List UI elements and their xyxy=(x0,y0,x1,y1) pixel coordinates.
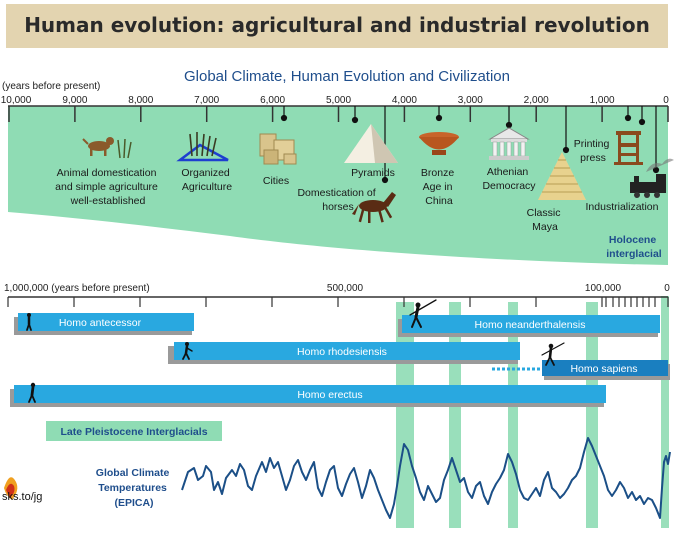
top-tick-label: 6,000 xyxy=(260,95,285,106)
top-tick-label: 3,000 xyxy=(458,95,483,106)
top-axis-label: (years before present) xyxy=(2,81,100,92)
locomotive-icon xyxy=(630,158,674,198)
event-leaders xyxy=(280,106,660,184)
species-sapiens: Homo sapiens xyxy=(570,363,637,375)
event-label-animal: Animal domestication and simple agricult… xyxy=(55,167,161,207)
top-tick-label: 2,000 xyxy=(524,95,549,106)
event-label-cities: Cities xyxy=(263,175,289,187)
interglacials-box xyxy=(46,421,222,441)
species-erectus: Homo erectus xyxy=(297,389,362,401)
event-label-organized-agriculture: Organized Agriculture xyxy=(181,167,232,193)
top-tick-label: 9,000 xyxy=(62,95,87,106)
maya-pyramid-icon xyxy=(538,152,586,200)
event-label-bronze-age: Bronze Age in China xyxy=(421,167,457,207)
holocene-label: Holocene interglacial xyxy=(606,234,662,260)
species-bars: Homo antecessor Homo neanderthalensis Ho… xyxy=(10,313,670,407)
event-label-pyramids: Pyramids xyxy=(351,167,395,179)
event-labels: Animal domestication and simple agricult… xyxy=(55,138,658,233)
pyramid-icon xyxy=(344,124,398,163)
top-tick-label: 1,000 xyxy=(590,95,615,106)
bottom-axis-ticks xyxy=(7,297,669,307)
species-neanderthalensis: Homo neanderthalensis xyxy=(475,319,586,331)
temple-icon xyxy=(488,127,530,160)
event-label-maya: Classic Maya xyxy=(527,207,564,233)
species-rhodesiensis: Homo rhodesiensis xyxy=(297,346,387,358)
bronze-bowl-icon xyxy=(419,132,459,155)
top-tick-label: 8,000 xyxy=(128,95,153,106)
dog-icon xyxy=(82,137,114,156)
logo-text: sks.to/jg xyxy=(2,491,42,503)
bottom-tick-500k: 500,000 xyxy=(327,283,364,294)
top-tick-label: 5,000 xyxy=(326,95,351,106)
bottom-tick-100k: 100,000 xyxy=(585,283,622,294)
top-tick-label: 7,000 xyxy=(194,95,219,106)
printing-press-icon xyxy=(614,131,643,165)
bottom-axis-label: 1,000,000 (years before present) xyxy=(4,283,150,294)
cities-icon xyxy=(259,133,297,165)
event-label-industrialization: Industrialization xyxy=(586,201,659,213)
event-label-horses: Domestication of horses xyxy=(297,187,378,213)
species-antecessor: Homo antecessor xyxy=(59,317,142,329)
top-panel-title: Global Climate, Human Evolution and Civi… xyxy=(184,68,510,85)
organized-agriculture-icon xyxy=(176,132,229,162)
banner-title: Human evolution: agricultural and indust… xyxy=(24,13,650,37)
horse-icon xyxy=(352,192,396,223)
title-banner: Human evolution: agricultural and indust… xyxy=(6,4,668,48)
sks-logo: sks.to/jg xyxy=(2,477,42,503)
top-tick-label: 0 xyxy=(663,95,669,106)
hominid-figure-icons xyxy=(26,299,565,403)
epica-temperature-curve xyxy=(181,437,671,519)
top-tick-label: 10,000 xyxy=(1,95,32,106)
interglacials-label: Late Pleistocene Interglacials xyxy=(60,426,207,438)
top-tick-label: 4,000 xyxy=(392,95,417,106)
bottom-tick-0: 0 xyxy=(664,283,670,294)
epica-label: Global Climate Temperatures (EPICA) xyxy=(96,467,172,509)
event-label-athenian: Athenian Democracy xyxy=(482,166,536,192)
top-axis-ticks: 10,000 9,000 8,000 7,000 6,000 5,000 4,000 3,00… xyxy=(1,95,669,122)
event-label-printing: Printing press xyxy=(574,138,613,164)
wheat-icon xyxy=(117,138,132,159)
